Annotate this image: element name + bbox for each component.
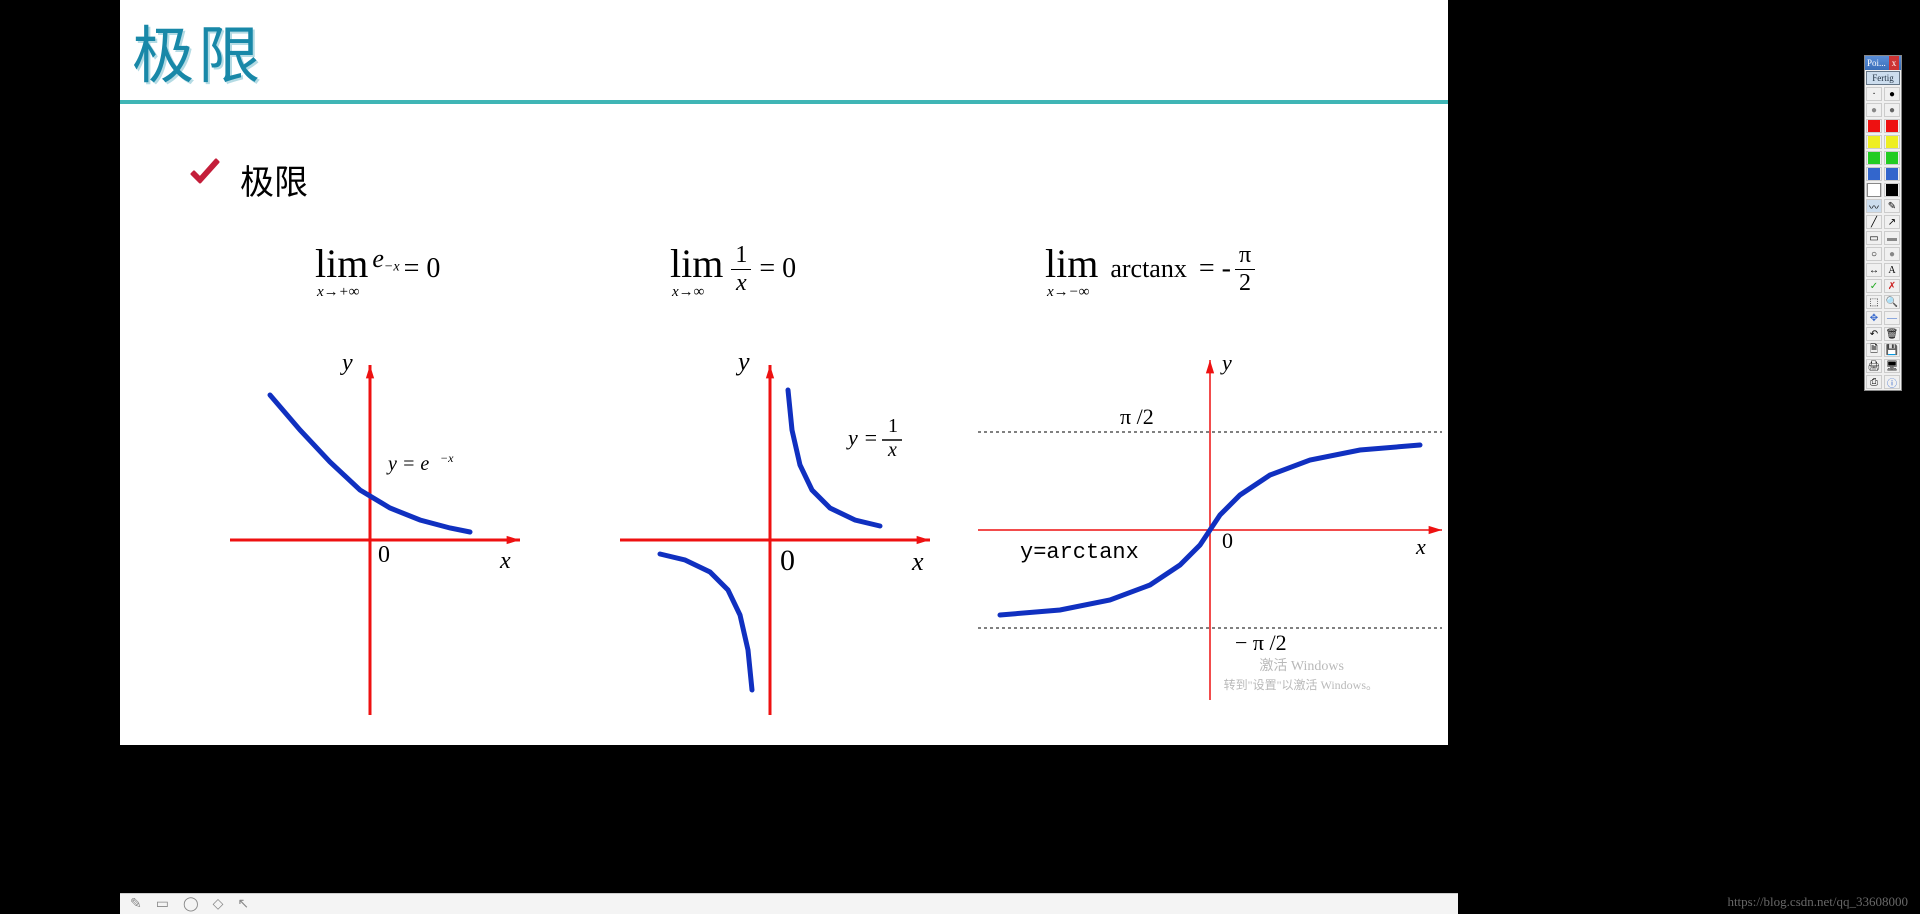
lim-text: lim	[1045, 241, 1098, 286]
tool-row[interactable]: ↶🗑	[1865, 326, 1901, 342]
toolbox-title-text: Poi...	[1867, 56, 1886, 70]
lim-sub: x→+∞	[317, 284, 359, 301]
slide-canvas: 极限 极限 极限 lim e−x = 0 x→+∞ lim 1 x = 0 x→…	[120, 0, 1448, 745]
page-title: 极限	[132, 5, 264, 95]
svg-text:x: x	[1415, 534, 1426, 559]
rhs-pre: = -	[1199, 253, 1231, 284]
formula-arctan: lim arctanx = - π 2 x→−∞	[1045, 240, 1255, 301]
fn-text: arctanx	[1110, 254, 1187, 283]
tool-row[interactable]: ↔A	[1865, 262, 1901, 278]
chart-arctan: y x 0 π /2 − π /2 y=arctanx	[975, 350, 1445, 710]
svg-text:y =: y =	[846, 425, 878, 450]
cursor-icon[interactable]: ↖	[237, 896, 249, 913]
color-row[interactable]	[1865, 166, 1901, 182]
tool-row[interactable]: ╱↗	[1865, 214, 1901, 230]
title-divider	[120, 100, 1448, 104]
lim-text: lim	[670, 241, 723, 286]
svg-text:0: 0	[780, 544, 795, 577]
svg-text:y=arctanx: y=arctanx	[1020, 540, 1139, 565]
frac-den: x	[731, 270, 751, 297]
svg-text:π /2: π /2	[1120, 404, 1154, 429]
svg-text:y = e: y = e	[386, 453, 429, 475]
svg-text:x: x	[911, 547, 924, 576]
tool-row[interactable]: ○●	[1865, 246, 1901, 262]
svg-text:x: x	[887, 439, 897, 461]
toolbox-titlebar[interactable]: Poi... x	[1865, 56, 1901, 70]
tool-row[interactable]: ▭▬	[1865, 230, 1901, 246]
ellipse-icon[interactable]: ◯	[183, 896, 199, 913]
svg-text:− π /2: − π /2	[1235, 630, 1287, 655]
rhs: = 0	[404, 253, 441, 284]
chart-exp: y x 0 y = e −x	[220, 350, 520, 720]
svg-text:1: 1	[888, 415, 898, 437]
tool-row-dots2[interactable]: ●●	[1865, 102, 1901, 118]
windows-watermark-2: 转到"设置"以激活 Windows。	[1224, 676, 1378, 693]
svg-text:0: 0	[1222, 528, 1233, 553]
tool-row[interactable]: 🖨🖥	[1865, 358, 1901, 374]
rhs: = 0	[759, 253, 796, 284]
expr-base: e	[372, 244, 384, 273]
tool-row[interactable]: ✓✗	[1865, 278, 1901, 294]
chart-recip: yx0y = 1x	[610, 350, 930, 720]
tool-row-dots[interactable]: ·●	[1865, 86, 1901, 102]
frac-num: π	[1235, 242, 1255, 270]
eraser-icon[interactable]: ◇	[213, 896, 224, 913]
svg-text:y: y	[340, 350, 353, 376]
tool-row[interactable]: ⎙ⓘ	[1865, 374, 1901, 390]
windows-watermark-1: 激活 Windows	[1259, 655, 1344, 675]
footer-url: https://blog.csdn.net/qq_33608000	[1727, 894, 1908, 910]
tool-row[interactable]: ✥—	[1865, 310, 1901, 326]
lim-sub: x→−∞	[1047, 284, 1089, 301]
svg-text:x: x	[499, 548, 511, 574]
pointer-toolbox[interactable]: Poi... x Fertig ·● ●● 〰✎ ╱↗ ▭▬ ○● ↔A ✓✗ …	[1864, 55, 1902, 391]
color-row[interactable]	[1865, 118, 1901, 134]
formula-exp: lim e−x = 0 x→+∞	[315, 240, 440, 287]
lim-text: lim	[315, 241, 368, 286]
slide-bottom-toolbar[interactable]: ✎ ▭ ◯ ◇ ↖	[120, 893, 1458, 914]
svg-text:y: y	[735, 350, 750, 376]
color-row[interactable]	[1865, 150, 1901, 166]
color-row[interactable]	[1865, 182, 1901, 198]
expr-sup: −x	[384, 260, 400, 275]
rect-icon[interactable]: ▭	[156, 896, 169, 913]
section-heading: 极限	[240, 155, 308, 204]
svg-text:−x: −x	[440, 451, 454, 465]
color-row[interactable]	[1865, 134, 1901, 150]
tool-row[interactable]: 🗎💾	[1865, 342, 1901, 358]
checkmark-icon	[188, 158, 220, 190]
fertig-button[interactable]: Fertig	[1866, 71, 1900, 85]
frac-den: 2	[1235, 270, 1255, 297]
close-icon[interactable]: x	[1889, 56, 1899, 70]
svg-text:y: y	[1220, 350, 1232, 375]
formula-recip: lim 1 x = 0 x→∞	[670, 240, 796, 301]
tool-row[interactable]: ⬚🔍	[1865, 294, 1901, 310]
svg-text:0: 0	[378, 542, 390, 568]
frac-num: 1	[731, 242, 751, 270]
lim-sub: x→∞	[672, 284, 704, 301]
pen-icon[interactable]: ✎	[130, 896, 142, 913]
tool-row[interactable]: 〰✎	[1865, 198, 1901, 214]
